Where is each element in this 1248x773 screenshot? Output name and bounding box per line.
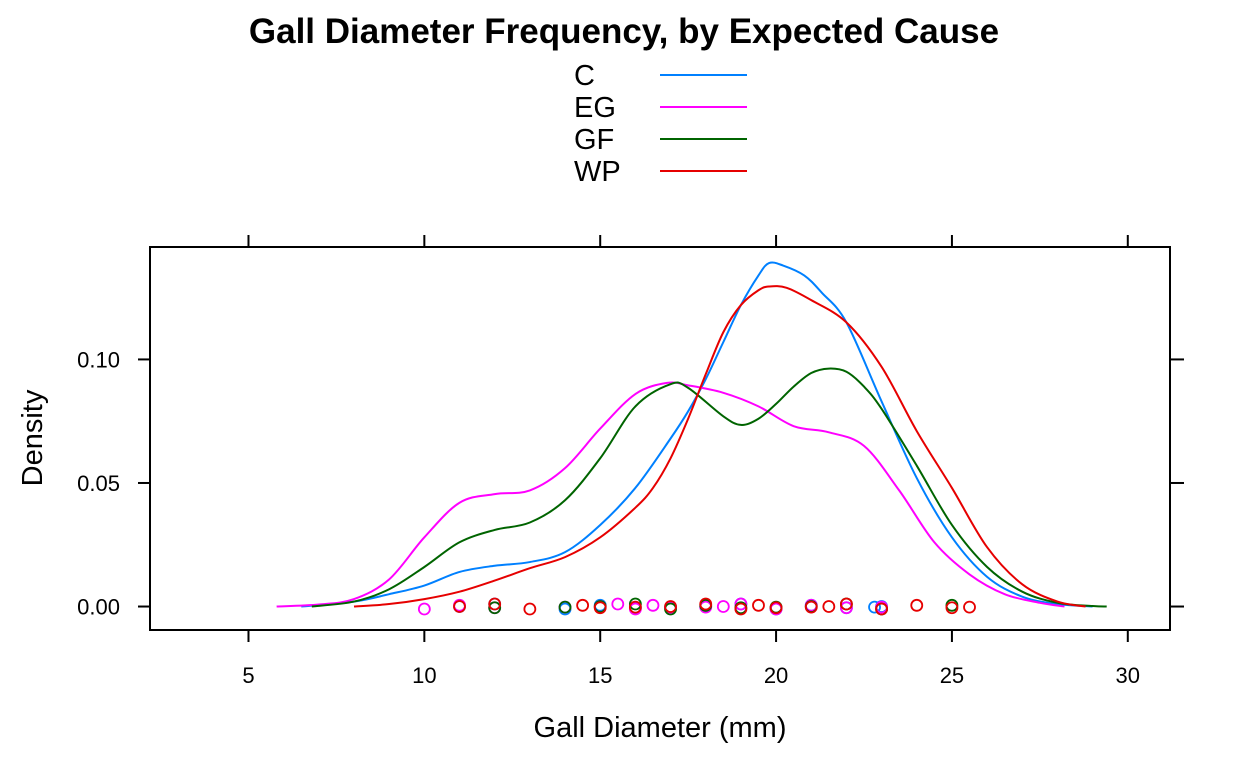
rug-point-wp [752, 598, 765, 612]
rug-point-eg [646, 598, 660, 612]
rug-points [417, 597, 976, 616]
rug-point-wp [576, 598, 590, 612]
y-tick-label: 0.00 [77, 595, 120, 620]
x-tick-label: 10 [412, 663, 436, 688]
rug-point-gf [558, 600, 572, 614]
rug-point-wp [875, 602, 888, 616]
density-curves [276, 261, 1107, 608]
y-tick-label: 0.10 [77, 347, 120, 372]
x-axis-label: Gall Diameter (mm) [534, 712, 787, 744]
rug-point-eg [840, 601, 853, 615]
x-tick-label: 30 [1116, 663, 1140, 688]
rug-point-eg [417, 602, 431, 616]
rug-point-wp [628, 600, 642, 614]
rug-point-wp [453, 600, 466, 613]
rug-point-wp [945, 601, 959, 615]
y-tick-label: 0.05 [77, 471, 120, 496]
rug-point-wp [910, 598, 924, 612]
rug-point-wp [699, 597, 713, 611]
density-line-wp [353, 285, 1086, 608]
density-line-eg [276, 381, 1065, 608]
rug-point-wp [822, 600, 836, 613]
rug-point-eg [734, 597, 748, 611]
rug-point-wp [963, 600, 976, 614]
density-line-c [301, 261, 1093, 608]
rug-point-wp [488, 597, 502, 611]
density-line-gf [311, 367, 1107, 608]
legend-label: C [574, 60, 595, 92]
x-tick-label: 20 [764, 663, 788, 688]
legend-label: WP [574, 156, 621, 188]
axis-ticks: 5 10 15 20 25 30 0.00 0.05 0.10 [77, 235, 1184, 688]
y-axis-label: Density [17, 389, 49, 486]
rug-point-wp [734, 602, 748, 616]
plot-frame [149, 246, 1171, 631]
x-tick-label: 15 [588, 663, 612, 688]
rug-point-eg [716, 600, 730, 613]
rug-point-wp [840, 597, 853, 611]
rug-point-eg [611, 597, 625, 611]
x-tick-label: 5 [242, 663, 254, 688]
legend-label: EG [574, 92, 616, 124]
rug-point-wp [664, 600, 677, 613]
legend-label: GF [574, 124, 614, 156]
rug-point-gf [488, 601, 502, 615]
x-tick-label: 25 [940, 663, 964, 688]
rug-point-c [868, 600, 881, 614]
rug-point-wp [769, 601, 783, 615]
rug-point-wp [804, 600, 818, 614]
rug-point-wp [593, 601, 607, 615]
rug-point-wp [523, 602, 537, 616]
chart-title: Gall Diameter Frequency, by Expected Cau… [249, 12, 999, 51]
